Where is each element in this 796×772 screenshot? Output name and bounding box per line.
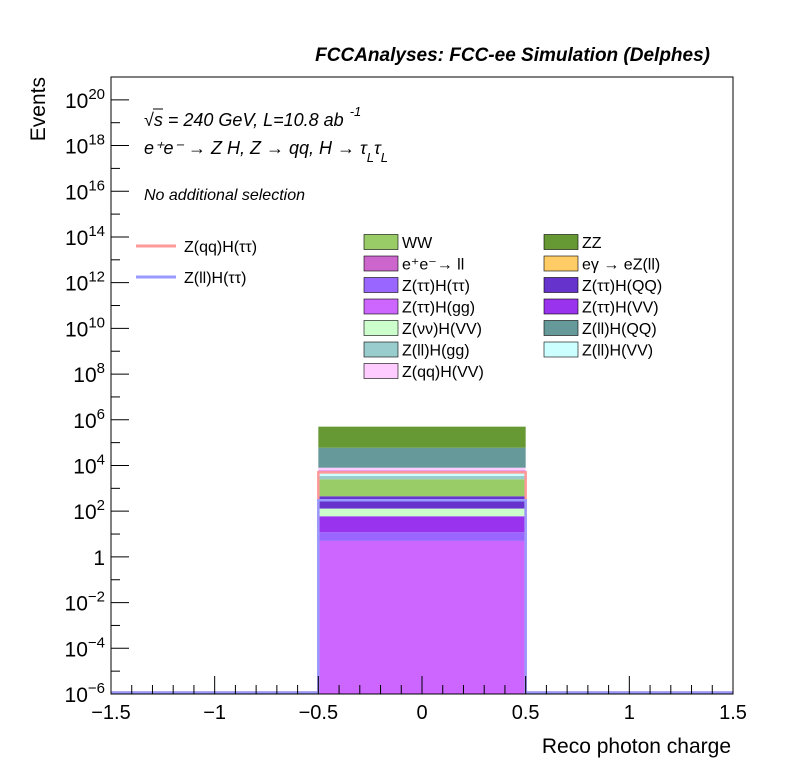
y-tick-label: 106 <box>73 406 105 433</box>
legend-fill-swatch <box>363 363 399 379</box>
x-tick-label: 0 <box>416 702 427 724</box>
legend-fill-swatch <box>363 320 399 336</box>
legend-fill-swatch <box>543 255 579 272</box>
header-title: FCCAnalyses: FCC-ee Simulation (Delphes) <box>315 45 710 66</box>
y-tick-label: 10−4 <box>65 634 105 661</box>
legend-fill-label: Z(ττ)H(QQ) <box>582 278 662 295</box>
legend-fill-swatch <box>363 298 399 315</box>
legend-fill-label: WW <box>402 235 433 252</box>
legend-fill-swatch <box>543 234 579 250</box>
x-tick-label: 0.5 <box>512 702 540 724</box>
x-axis-label: Reco photon charge <box>542 735 731 758</box>
legend-fill-swatch <box>543 298 579 315</box>
y-tick-label: 1010 <box>65 314 105 341</box>
legend-line-label: Z(ll)H(ττ) <box>184 270 246 287</box>
stack-bar-2 <box>318 516 526 533</box>
stack-bar-0 <box>318 540 526 694</box>
energy-annotation: √s = 240 GeV, L=10.8 ab -1 <box>144 104 361 130</box>
stack-bar-11 <box>318 426 526 448</box>
legend-fill-label: Z(ll)H(VV) <box>582 343 653 360</box>
y-axis: 10−6 10−4 10−2 1 102 104 106 108 1010 1012 1014 101… <box>65 86 129 707</box>
y-tick-label: 1016 <box>65 177 105 204</box>
stack-bar-4 <box>318 496 526 509</box>
legend-fill-label: ZZ <box>582 235 602 252</box>
legend-line-label: Z(qq)H(ττ) <box>184 239 257 256</box>
legend-fill-label: Z(νν)H(VV) <box>402 321 482 338</box>
x-tick-label: −1 <box>203 702 226 724</box>
stack-bar-3 <box>318 508 526 517</box>
y-tick-label: 1020 <box>65 86 105 113</box>
stack-bar-10 <box>318 447 526 468</box>
y-tick-label: 1018 <box>65 132 105 159</box>
x-tick-label: 1.5 <box>719 702 747 724</box>
legend-fill-swatch <box>363 341 399 358</box>
legend-fill-swatch <box>363 234 399 250</box>
legend-fill-label: Z(qq)H(VV) <box>402 364 484 381</box>
legend-fill-label: e⁺e⁻→ ll <box>402 257 464 274</box>
y-tick-label: 10−6 <box>65 680 105 707</box>
legend-fill-swatch <box>363 277 399 293</box>
y-tick-label: 108 <box>73 360 105 387</box>
legend-fill-label: Z(ττ)H(gg) <box>402 300 475 317</box>
x-tick-label: −0.5 <box>299 702 338 724</box>
y-tick-label: 10−2 <box>65 589 105 616</box>
legend-fill-label: Z(ll)H(gg) <box>402 343 470 360</box>
legend-fill-label: eγ → eZ(ll) <box>582 257 660 274</box>
stack-bar-1 <box>318 532 526 541</box>
legend-fill-swatch <box>363 255 399 272</box>
selection-annotation: No additional selection <box>144 187 305 204</box>
line-histograms <box>111 471 733 694</box>
legend-fills: WW ZZ e⁺e⁻→ ll eγ → eZ(ll) Z(ττ)H(ττ) Z(ττ)H(… <box>363 234 662 381</box>
y-tick-label: 104 <box>73 451 105 478</box>
process-annotation: e⁺e⁻ → Z H, Z → qq, H → τLτL <box>144 138 388 165</box>
y-tick-label: 1014 <box>65 223 105 250</box>
line-histogram-1 <box>111 499 733 694</box>
legend-fill-label: Z(ττ)H(VV) <box>582 300 659 317</box>
y-tick-label: 102 <box>73 497 105 524</box>
stacked-histogram <box>318 426 526 694</box>
legend-fill-label: Z(ll)H(QQ) <box>582 321 657 338</box>
stack-bar-7 <box>318 473 526 476</box>
stack-bar-5 <box>318 479 526 497</box>
legend-lines: Z(qq)H(ττ) Z(ll)H(ττ) <box>136 239 257 287</box>
legend-fill-swatch <box>543 277 579 293</box>
x-tick-label: −1.5 <box>91 702 130 724</box>
stack-bar-6 <box>318 475 526 480</box>
legend-fill-label: Z(ττ)H(ττ) <box>402 278 470 295</box>
x-tick-label: 1 <box>624 702 635 724</box>
y-axis-label: Events <box>27 77 50 141</box>
y-tick-label: 1 <box>93 547 105 570</box>
x-axis: −1.5 −1 −0.5 0 0.5 1 1.5 <box>91 676 747 724</box>
legend-fill-swatch <box>543 341 579 358</box>
legend-fill-swatch <box>543 320 579 336</box>
stack-bar-9 <box>318 467 526 471</box>
y-tick-label: 1012 <box>65 269 105 296</box>
